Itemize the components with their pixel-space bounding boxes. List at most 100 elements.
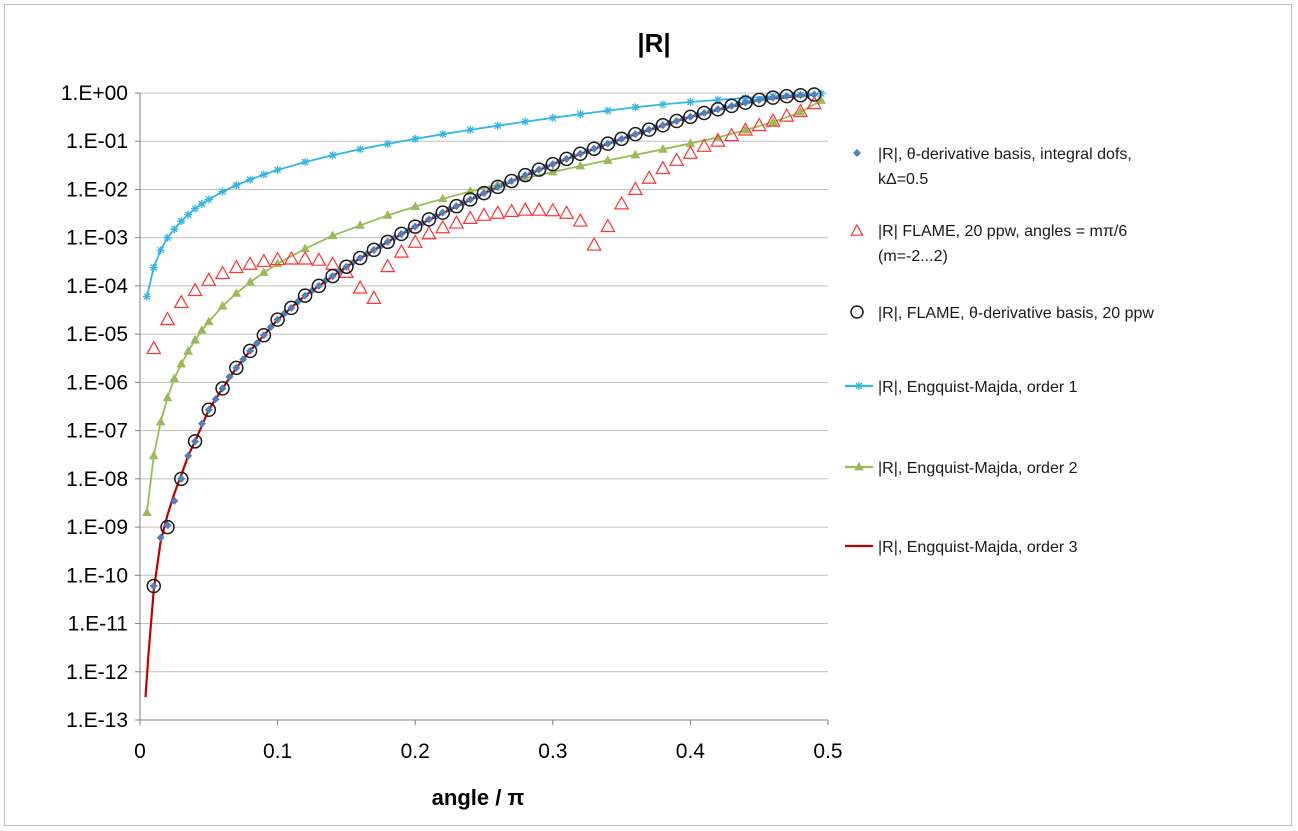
data-point: [218, 384, 227, 393]
data-point: [184, 210, 193, 219]
data-point: [631, 130, 640, 139]
data-point: [162, 392, 173, 402]
data-point: [215, 381, 230, 396]
data-point: [518, 167, 533, 183]
data-point: [438, 208, 447, 217]
data-point: [197, 325, 207, 334]
data-point: [806, 95, 822, 110]
data-point: [655, 160, 671, 175]
data-point: [217, 300, 228, 310]
data-point: [779, 88, 794, 104]
data-point: [683, 109, 698, 125]
data-point: [190, 334, 200, 344]
data-point: [390, 233, 399, 242]
data-point: [476, 207, 492, 221]
data-point: [407, 219, 423, 234]
data-point: [245, 276, 255, 286]
data-point: [452, 202, 461, 211]
data-point: [225, 372, 234, 381]
data-point: [325, 268, 340, 284]
chart-title: |R|: [637, 28, 670, 58]
data-point: [507, 176, 516, 185]
data-point: [163, 233, 172, 242]
data-point: [246, 346, 255, 355]
data-point: [355, 220, 365, 229]
data-point: [558, 205, 575, 219]
data-point: [421, 225, 437, 240]
data-point: [380, 258, 396, 273]
data-point: [421, 212, 437, 227]
legend-entry-0: |R|, θ-derivative basis, integral dofs, k…: [853, 146, 1132, 188]
data-point: [184, 451, 193, 460]
data-point: [658, 100, 667, 109]
data-point: [197, 419, 206, 428]
data-point: [380, 234, 395, 250]
data-point: [232, 181, 241, 190]
data-point: [696, 105, 712, 121]
series-line: [144, 93, 815, 698]
y-tick-label: 1.E-10: [66, 564, 128, 587]
data-point: [311, 278, 327, 294]
data-point: [547, 166, 558, 176]
data-point: [586, 141, 602, 156]
data-point: [270, 312, 285, 327]
data-point: [713, 95, 722, 104]
data-point: [641, 122, 657, 137]
data-point: [668, 152, 685, 166]
data-point: [283, 250, 300, 265]
data-point: [796, 91, 805, 100]
y-tick-label: 1.E-07: [66, 420, 128, 443]
legend-marker: [850, 305, 864, 319]
data-point: [713, 105, 722, 114]
legend-label: |R| FLAME, 20 ppw, angles = mπ/6: [878, 223, 1127, 240]
data-point: [449, 198, 464, 214]
data-point: [308, 286, 316, 295]
data-point: [603, 106, 612, 115]
data-point: [521, 171, 530, 180]
data-point: [242, 343, 258, 359]
data-point: [366, 242, 382, 258]
y-tick-label: 1.E-01: [66, 130, 128, 153]
data-point: [146, 340, 162, 355]
data-point: [382, 210, 393, 219]
data-point: [727, 101, 736, 110]
data-point: [466, 125, 475, 134]
data-point: [149, 582, 158, 591]
x-tick-label: 0.1: [263, 740, 292, 763]
data-point: [256, 327, 272, 343]
y-tick-label: 1.E-08: [66, 468, 128, 491]
data-point: [239, 355, 248, 364]
data-point: [177, 217, 186, 226]
data-point: [737, 121, 754, 136]
data-point: [169, 373, 180, 382]
data-point: [531, 202, 547, 216]
data-point: [173, 294, 189, 309]
data-point: [201, 402, 217, 418]
series-4: [142, 95, 826, 516]
data-point: [792, 103, 809, 118]
plot-area: [142, 87, 826, 698]
data-point: [229, 360, 244, 376]
data-point: [301, 158, 310, 166]
data-point: [631, 103, 640, 112]
data-point: [252, 339, 261, 348]
data-point: [641, 170, 657, 184]
data-point: [203, 316, 214, 326]
data-point: [645, 125, 654, 134]
series-5: [144, 93, 815, 698]
data-point: [740, 124, 751, 134]
data-point: [407, 234, 423, 248]
data-point: [490, 179, 506, 195]
data-point: [614, 131, 629, 147]
data-point: [617, 134, 626, 143]
data-point: [170, 496, 179, 505]
y-tick-label: 1.E-09: [66, 516, 128, 539]
data-point: [435, 219, 451, 234]
series-1: [146, 95, 822, 355]
data-point: [335, 267, 344, 276]
legend-entry-1: |R| FLAME, 20 ppw, angles = mπ/6 (m=-2...…: [850, 223, 1127, 265]
data-point: [176, 358, 187, 368]
data-point: [658, 144, 668, 153]
data-point: [548, 113, 557, 122]
data-point: [174, 471, 189, 487]
